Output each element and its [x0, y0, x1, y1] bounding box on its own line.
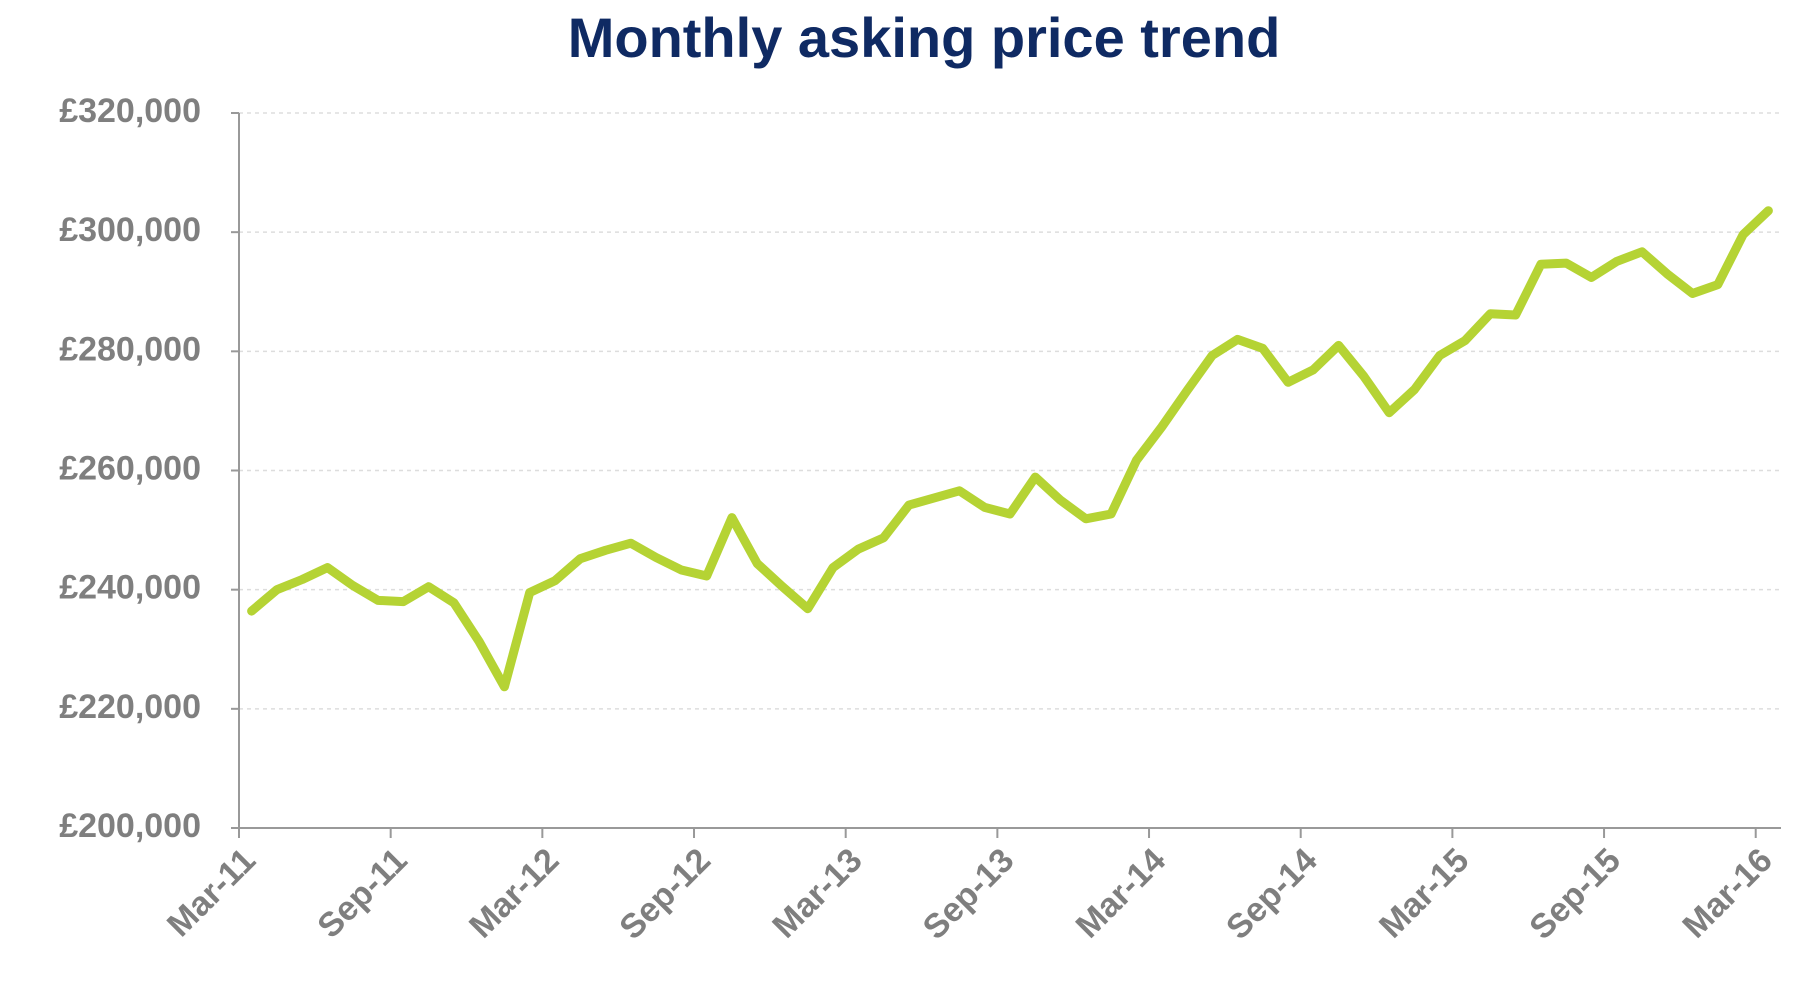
line [247, 206, 1773, 692]
y-tick-label: £320,000 [59, 92, 201, 130]
x-tick-label: Mar-15 [1372, 841, 1476, 945]
x-tick-label: Sep-15 [1522, 841, 1628, 947]
y-tick-label: £280,000 [59, 330, 201, 368]
x-tick-label: Sep-12 [612, 841, 718, 947]
x-tick-label: Mar-11 [160, 841, 263, 944]
y-tick-label: £300,000 [59, 211, 201, 249]
x-tick-label: Mar-12 [462, 841, 566, 945]
x-tick-label: Sep-13 [916, 841, 1022, 947]
x-tick-label: Mar-13 [765, 841, 869, 945]
chart-title: Monthly asking price trend [568, 6, 1281, 69]
y-tick-label: £240,000 [59, 569, 201, 607]
x-tick-label: Mar-14 [1069, 841, 1173, 945]
y-tick-label: £220,000 [59, 688, 201, 726]
y-tick-label: £260,000 [59, 449, 201, 487]
x-tick-label: Sep-14 [1219, 841, 1325, 947]
x-tick-label: Sep-11 [310, 841, 414, 945]
y-tick-label: £200,000 [59, 807, 201, 845]
x-tick-label: Mar-16 [1675, 841, 1779, 945]
